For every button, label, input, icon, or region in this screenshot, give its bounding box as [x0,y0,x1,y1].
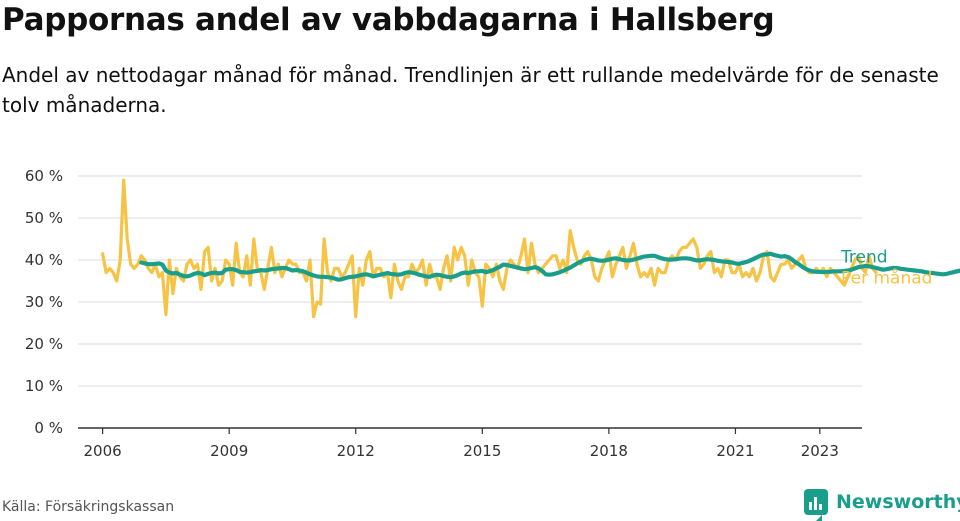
monthly-line [101,178,878,319]
y-axis-ticks: 0 % 10 % 20 % 30 % 40 % 50 % 60 % [25,167,63,437]
monthly-series-label: Per månad [841,267,932,288]
brand[interactable]: Newsworthy [804,489,960,515]
page-subtitle: Andel av nettodagar månad för månad. Tre… [2,63,939,117]
y-tick-label: 60 % [25,167,63,185]
x-tick-label: 2012 [337,442,375,460]
series-monthly [101,178,878,319]
x-axis-ticks: 2006 2009 2012 2015 2018 2021 2023 [84,428,839,460]
x-tick-label: 2023 [801,442,839,460]
trend-series-label: Trend [840,247,888,267]
y-tick-label: 50 % [25,209,63,227]
y-tick-label: 20 % [25,335,63,353]
trend-line [139,251,960,282]
x-tick-label: 2006 [84,442,122,460]
x-tick-label: 2015 [463,442,501,460]
page-title: Pappornas andel av vabbdagarna i Hallsbe… [2,2,775,38]
gridlines [78,175,862,387]
series-trend [139,251,960,282]
bar-chart-speech-bubble-icon [804,489,828,515]
y-tick-label: 0 % [34,419,63,437]
source-note: Källa: Försäkringskassan [2,499,175,515]
y-tick-label: 10 % [25,377,63,395]
brand-name: Newsworthy [836,491,960,513]
x-tick-label: 2009 [210,442,248,460]
x-tick-label: 2018 [590,442,628,460]
y-tick-label: 30 % [25,293,63,311]
x-tick-label: 2021 [716,442,754,460]
y-tick-label: 40 % [25,251,63,269]
